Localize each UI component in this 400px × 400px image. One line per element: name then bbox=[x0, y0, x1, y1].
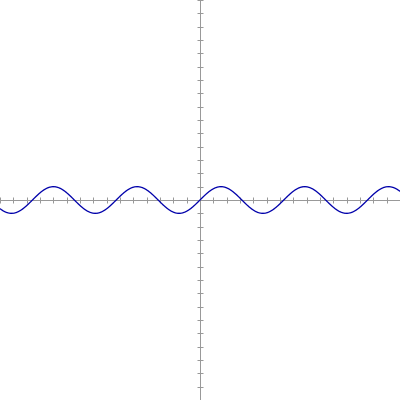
sine-curve bbox=[0, 186, 400, 214]
series-group bbox=[0, 186, 400, 214]
